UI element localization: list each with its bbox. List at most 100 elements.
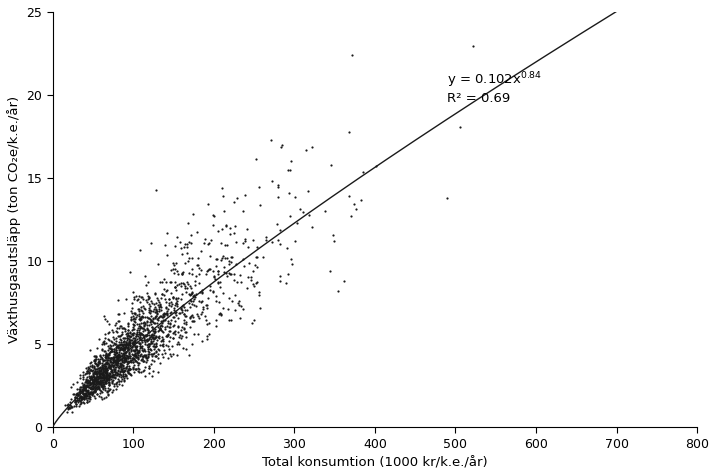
Point xyxy=(138,346,150,354)
Point xyxy=(100,339,112,347)
Point xyxy=(85,374,97,382)
Point xyxy=(90,376,101,383)
Point xyxy=(118,367,130,375)
Point xyxy=(135,322,146,329)
Point xyxy=(168,334,179,342)
Point xyxy=(132,348,143,356)
Point xyxy=(127,338,139,346)
Point xyxy=(150,305,162,312)
Point xyxy=(149,340,160,347)
Point xyxy=(69,394,80,402)
Point xyxy=(201,304,213,311)
Point xyxy=(132,361,143,369)
Point xyxy=(119,327,130,335)
Point xyxy=(117,341,128,349)
Point xyxy=(253,288,264,296)
Point xyxy=(467,42,478,50)
Point xyxy=(196,288,208,295)
Point xyxy=(110,337,122,344)
Point xyxy=(106,368,117,376)
Point xyxy=(90,386,101,394)
Point xyxy=(103,375,115,383)
Point xyxy=(101,359,112,367)
Point xyxy=(185,290,196,298)
Point xyxy=(190,272,202,279)
Point xyxy=(104,362,115,369)
Point xyxy=(90,386,101,394)
Point xyxy=(84,384,95,392)
Point xyxy=(82,367,93,375)
Point xyxy=(102,347,114,354)
Point xyxy=(110,360,122,368)
Point xyxy=(128,321,140,329)
Point xyxy=(114,354,125,361)
Point xyxy=(92,369,103,377)
Point xyxy=(122,354,134,362)
Point xyxy=(99,363,110,371)
Point xyxy=(151,319,163,327)
Point xyxy=(100,375,112,382)
Point xyxy=(109,357,120,365)
Point xyxy=(103,369,115,377)
Point xyxy=(107,361,119,369)
Point xyxy=(248,280,259,288)
Point xyxy=(134,352,145,360)
Point xyxy=(77,373,89,380)
Point xyxy=(145,316,156,323)
Point xyxy=(163,331,174,339)
Point xyxy=(88,392,100,400)
Point xyxy=(75,383,87,391)
Point xyxy=(180,288,192,296)
Point xyxy=(84,388,96,396)
Point xyxy=(202,294,213,302)
Point xyxy=(90,375,102,383)
Point xyxy=(90,379,102,387)
Point xyxy=(136,356,147,363)
Point xyxy=(216,225,228,233)
Point xyxy=(183,219,194,227)
Point xyxy=(207,268,218,275)
Point xyxy=(89,369,100,377)
Point xyxy=(127,357,139,365)
Point xyxy=(103,320,115,327)
Point xyxy=(172,328,183,336)
Point xyxy=(86,388,97,396)
Point xyxy=(95,379,107,387)
Point xyxy=(113,350,125,358)
Point xyxy=(95,374,107,382)
Point xyxy=(90,355,101,362)
Point xyxy=(211,297,222,305)
Point xyxy=(109,358,120,366)
Point xyxy=(144,300,155,308)
Point xyxy=(137,314,149,321)
Point xyxy=(108,348,120,356)
Point xyxy=(135,298,146,306)
Point xyxy=(111,356,122,364)
Point xyxy=(102,368,113,376)
Point xyxy=(136,331,147,338)
Point xyxy=(101,371,112,378)
Point xyxy=(105,346,117,353)
Point xyxy=(200,301,211,309)
Point xyxy=(205,265,216,272)
Point xyxy=(90,367,101,375)
Point xyxy=(65,402,77,409)
Point xyxy=(108,361,120,368)
Point xyxy=(133,292,145,299)
Point xyxy=(99,360,110,368)
Point xyxy=(160,341,172,348)
Point xyxy=(214,278,226,286)
Point xyxy=(127,299,138,307)
Point xyxy=(294,205,306,213)
Point xyxy=(163,319,174,327)
Point xyxy=(153,303,164,311)
Point xyxy=(103,378,115,386)
Point xyxy=(81,388,92,396)
Point xyxy=(146,330,158,337)
Point xyxy=(127,339,138,347)
Point xyxy=(120,355,132,362)
Point xyxy=(117,367,129,375)
Point xyxy=(124,338,135,346)
Point xyxy=(135,317,146,324)
Point xyxy=(127,330,138,338)
